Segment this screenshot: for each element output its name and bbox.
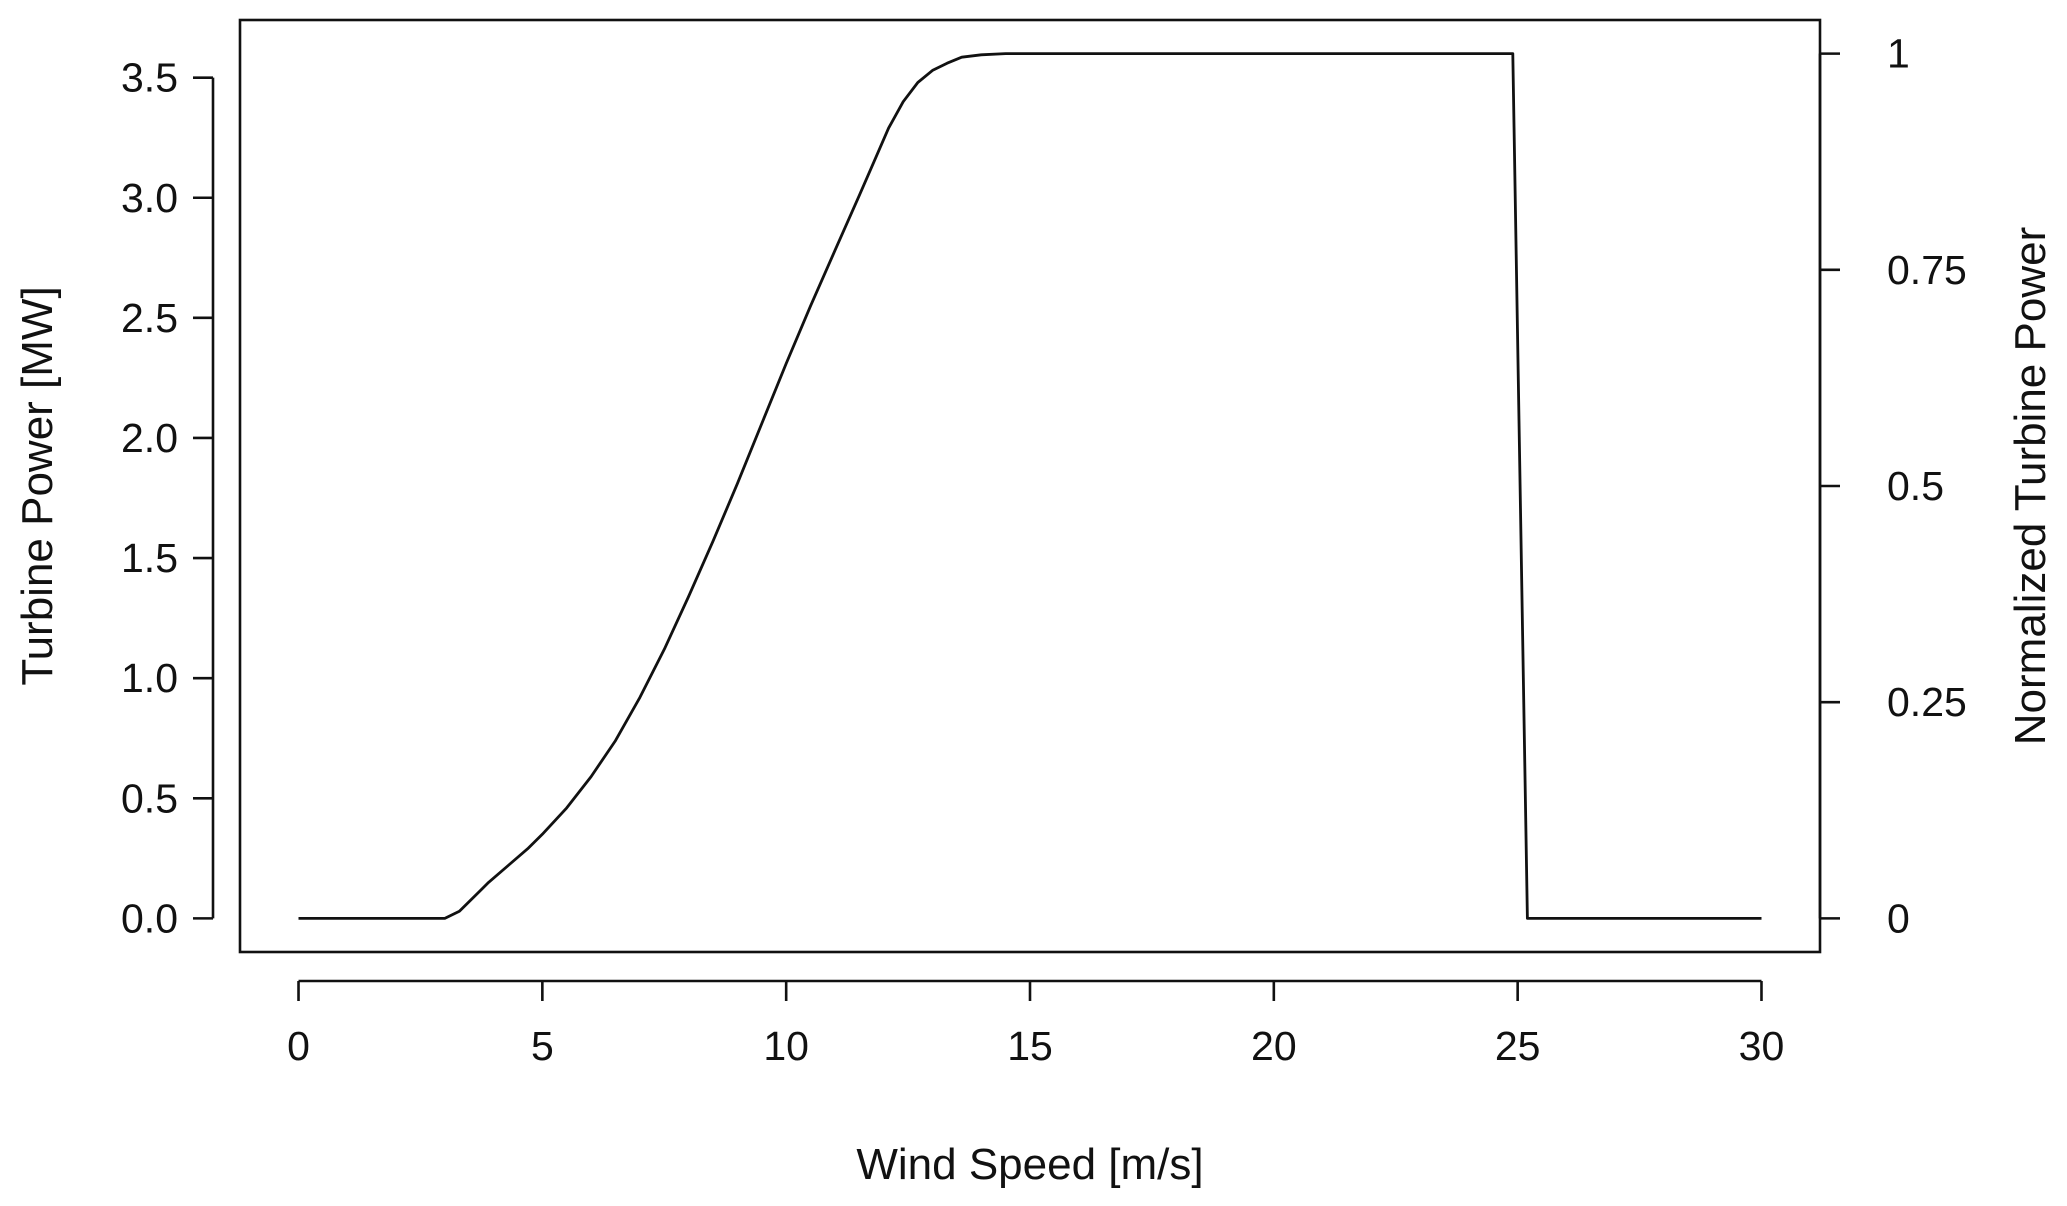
x-tick-label: 25 <box>1495 1023 1541 1069</box>
y-axis-title-right: Normalized Turbine Power <box>2006 227 2055 745</box>
y2-tick-label: 0.25 <box>1887 679 1967 725</box>
y2-tick-label: 0.5 <box>1887 463 1944 509</box>
y-tick-label: 1.0 <box>121 655 178 701</box>
plot-frame <box>238 18 1822 954</box>
y-tick-label: 2.0 <box>121 415 178 461</box>
y-axis-left: 0.0 0.5 1.0 1.5 2.0 2.5 3.0 3.5 <box>121 55 215 941</box>
y-axis-right: 0 0.25 0.5 0.75 1 <box>1818 31 1967 941</box>
x-axis-title: Wind Speed [m/s] <box>856 1140 1203 1189</box>
y2-tick-label: 0.75 <box>1887 247 1967 293</box>
x-tick-label: 15 <box>1007 1023 1053 1069</box>
y2-tick-label: 1 <box>1887 31 1910 77</box>
x-axis: 0 5 10 15 20 25 30 <box>287 979 1785 1069</box>
x-tick-label: 10 <box>763 1023 809 1069</box>
y2-tick-label: 0 <box>1887 895 1910 941</box>
y-tick-label: 3.0 <box>121 175 178 221</box>
y-tick-label: 0.5 <box>121 775 178 821</box>
y-tick-label: 1.5 <box>121 535 178 581</box>
x-tick-label: 0 <box>287 1023 310 1069</box>
y-tick-label: 3.5 <box>121 55 178 101</box>
power-curve-line <box>298 52 1762 920</box>
x-tick-label: 5 <box>531 1023 554 1069</box>
y-tick-label: 0.0 <box>121 895 178 941</box>
series-layer <box>298 52 1762 920</box>
y-tick-label: 2.5 <box>121 295 178 341</box>
y-axis-title-left: Turbine Power [MW] <box>13 286 62 685</box>
x-tick-label: 20 <box>1251 1023 1297 1069</box>
x-tick-label: 30 <box>1739 1023 1785 1069</box>
